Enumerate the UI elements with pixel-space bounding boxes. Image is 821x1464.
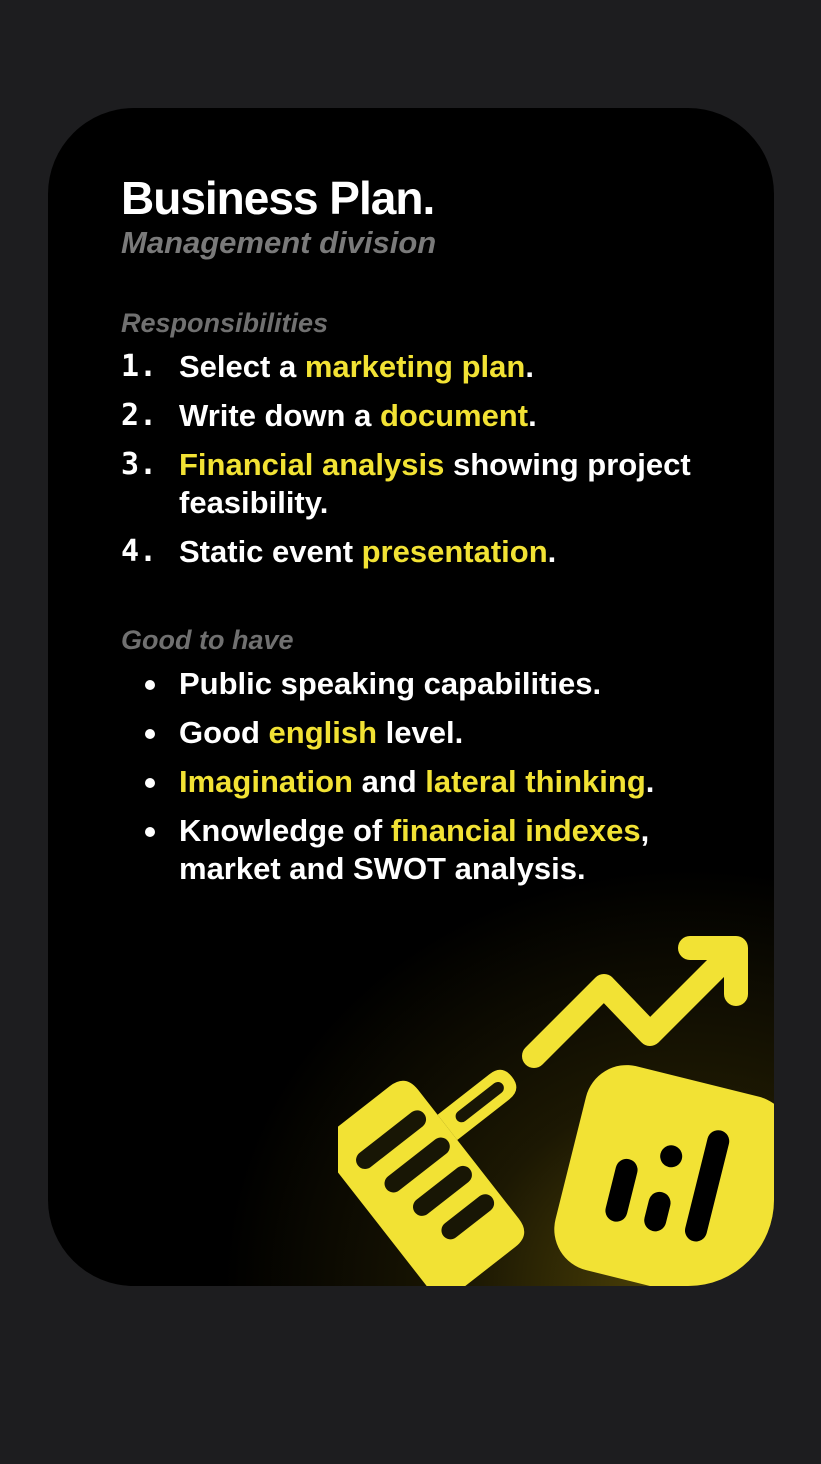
handshake-icon — [338, 1069, 525, 1286]
bullet-icon — [145, 778, 155, 788]
item-highlight: Financial analysis — [179, 447, 445, 482]
business-illustration — [338, 936, 774, 1286]
item-text-end: . — [525, 349, 534, 384]
item-text-end: . — [645, 764, 655, 799]
list-item: 4. Static event presentation. — [121, 533, 721, 571]
card-subtitle: Management division — [121, 225, 437, 260]
item-highlight: financial indexes — [390, 813, 641, 848]
item-number: 2. — [121, 398, 158, 433]
list-item: Imagination and lateral thinking. — [121, 763, 721, 801]
item-text-end: level. — [377, 715, 464, 750]
item-highlight-2: lateral thinking — [425, 764, 646, 799]
list-item: Public speaking capabilities. — [121, 665, 721, 703]
item-highlight: Imagination — [179, 764, 353, 799]
bullet-icon — [145, 680, 155, 690]
list-item: 3. Financial analysis showing project fea… — [121, 446, 721, 522]
list-item: Knowledge of financial indexes, market a… — [121, 812, 721, 888]
card-content: Business Plan. Management division Respo… — [121, 172, 721, 899]
list-item: Good english level. — [121, 714, 721, 752]
item-number: 3. — [121, 447, 158, 482]
responsibilities-label: Responsibilities — [121, 308, 329, 338]
item-highlight: presentation — [361, 534, 548, 569]
item-number: 1. — [121, 349, 158, 384]
item-text-end: . — [528, 398, 537, 433]
item-highlight: document — [379, 398, 529, 433]
item-text: Public speaking capabilities. — [179, 666, 602, 701]
list-item: 1. Select a marketing plan. — [121, 348, 721, 386]
item-text-end: , market and SWOT analysis. — [179, 813, 650, 886]
item-text-end: showing project feasibility. — [179, 447, 691, 520]
item-text-end: . — [547, 534, 557, 569]
item-number: 4. — [121, 534, 158, 569]
item-text: Write down a — [179, 398, 380, 433]
good-to-have-label: Good to have — [121, 625, 294, 655]
good-to-have-list: Public speaking capabilities. Good engli… — [121, 665, 721, 888]
responsibilities-list: 1. Select a marketing plan. 2. Write down … — [121, 348, 721, 571]
item-highlight: english — [268, 715, 378, 750]
item-text: Knowledge of — [179, 813, 391, 848]
item-text: Select a — [179, 349, 305, 384]
business-plan-card: Business Plan. Management division Respo… — [48, 108, 774, 1286]
bar-chart-icon — [554, 1065, 774, 1286]
bullet-icon — [145, 729, 155, 739]
item-highlight: marketing plan — [304, 349, 526, 384]
trend-up-arrow-icon — [522, 936, 748, 1068]
item-text: Static event — [179, 534, 362, 569]
list-item: 2. Write down a document. — [121, 397, 721, 435]
item-text: Good — [179, 715, 269, 750]
bullet-icon — [145, 827, 155, 837]
card-title: Business Plan. — [121, 172, 435, 224]
item-text: and — [352, 764, 426, 799]
